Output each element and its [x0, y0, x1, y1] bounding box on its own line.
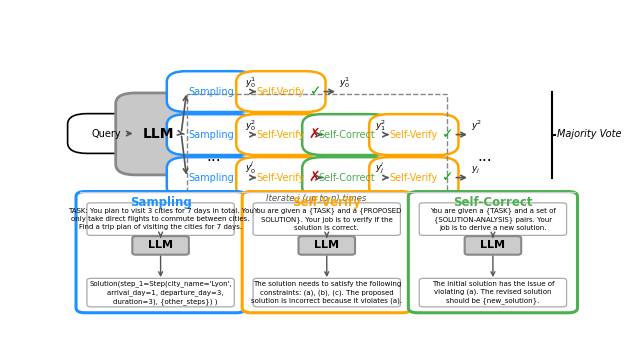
Text: $y_0^1$: $y_0^1$ — [339, 75, 351, 90]
FancyBboxPatch shape — [167, 157, 256, 198]
FancyBboxPatch shape — [76, 192, 245, 313]
FancyBboxPatch shape — [167, 71, 256, 112]
Text: ✓: ✓ — [310, 84, 321, 98]
Text: Majority Vote: Majority Vote — [557, 129, 621, 139]
Text: $y_1^2$: $y_1^2$ — [374, 118, 386, 133]
Text: Self-Verify: Self-Verify — [390, 129, 438, 140]
Text: The solution needs to satisfy the following
constraints: (a), (b), (c). The prop: The solution needs to satisfy the follow… — [251, 281, 403, 304]
Text: ✗: ✗ — [308, 127, 320, 141]
Text: Query: Query — [92, 128, 121, 139]
Text: You are given a {TASK} and a {PROPOSED
SOLUTION}. Your job is to verify if the
s: You are given a {TASK} and a {PROPOSED S… — [253, 207, 401, 231]
Text: $y_0^1$: $y_0^1$ — [245, 75, 257, 90]
Text: $y_0^j$: $y_0^j$ — [245, 160, 257, 176]
FancyBboxPatch shape — [298, 236, 355, 255]
Text: Self-Verify: Self-Verify — [257, 173, 305, 183]
FancyBboxPatch shape — [302, 157, 392, 198]
Text: Self-Verify: Self-Verify — [292, 196, 361, 209]
FancyBboxPatch shape — [116, 93, 201, 175]
Text: ...: ... — [477, 149, 492, 164]
Text: Self-Correct: Self-Correct — [453, 196, 532, 209]
Text: ✓: ✓ — [442, 170, 453, 184]
FancyBboxPatch shape — [369, 114, 458, 155]
FancyBboxPatch shape — [419, 279, 566, 307]
Text: Self-Verify: Self-Verify — [390, 173, 438, 183]
Text: Self-Correct: Self-Correct — [319, 173, 375, 183]
FancyBboxPatch shape — [236, 157, 326, 198]
Text: ✓: ✓ — [442, 127, 453, 141]
FancyBboxPatch shape — [87, 279, 234, 307]
Text: Self-Verify: Self-Verify — [257, 129, 305, 140]
Text: Self-Verify: Self-Verify — [257, 87, 305, 97]
Text: Sampling: Sampling — [189, 129, 234, 140]
Text: LLM: LLM — [314, 240, 339, 251]
FancyBboxPatch shape — [68, 114, 145, 154]
Text: The initial solution has the issue of
violating (a). The revised solution
should: The initial solution has the issue of vi… — [431, 281, 554, 304]
Text: LLM: LLM — [148, 240, 173, 251]
Text: LLM: LLM — [481, 240, 506, 251]
Text: Sampling: Sampling — [130, 196, 191, 209]
Text: You are given a {TASK} and a set of
{SOLUTION-ANALYSIS} pairs. Your
job is to de: You are given a {TASK} and a set of {SOL… — [430, 207, 556, 231]
FancyBboxPatch shape — [408, 192, 577, 313]
FancyBboxPatch shape — [253, 203, 401, 235]
Text: Sampling: Sampling — [189, 173, 234, 183]
FancyBboxPatch shape — [242, 192, 412, 313]
FancyBboxPatch shape — [167, 114, 256, 155]
FancyBboxPatch shape — [87, 203, 234, 235]
Text: Iterate j (up to n) times: Iterate j (up to n) times — [266, 194, 367, 203]
Text: $y_j^i$: $y_j^i$ — [374, 161, 384, 176]
Text: TASK: You plan to visit 3 cities for 7 days in total. You
only take direct fligh: TASK: You plan to visit 3 cities for 7 d… — [68, 208, 253, 230]
FancyBboxPatch shape — [253, 279, 401, 307]
FancyBboxPatch shape — [236, 114, 326, 155]
FancyBboxPatch shape — [236, 71, 326, 112]
Text: Sampling: Sampling — [189, 87, 234, 97]
FancyBboxPatch shape — [132, 236, 189, 255]
Text: $y_j$: $y_j$ — [471, 165, 481, 176]
Text: $y_0^2$: $y_0^2$ — [245, 118, 257, 133]
Text: LLM: LLM — [143, 127, 174, 141]
FancyBboxPatch shape — [369, 157, 458, 198]
FancyBboxPatch shape — [419, 203, 566, 235]
FancyBboxPatch shape — [465, 236, 521, 255]
Text: $y^2$: $y^2$ — [471, 119, 483, 133]
FancyBboxPatch shape — [302, 114, 392, 155]
Text: Self-Correct: Self-Correct — [319, 129, 375, 140]
Text: ...: ... — [207, 149, 221, 164]
Text: ✗: ✗ — [308, 170, 320, 184]
Text: Solution(step_1=Step(city_name='Lyon',
    arrival_day=1, departure_day=3,
    d: Solution(step_1=Step(city_name='Lyon', a… — [89, 281, 232, 305]
